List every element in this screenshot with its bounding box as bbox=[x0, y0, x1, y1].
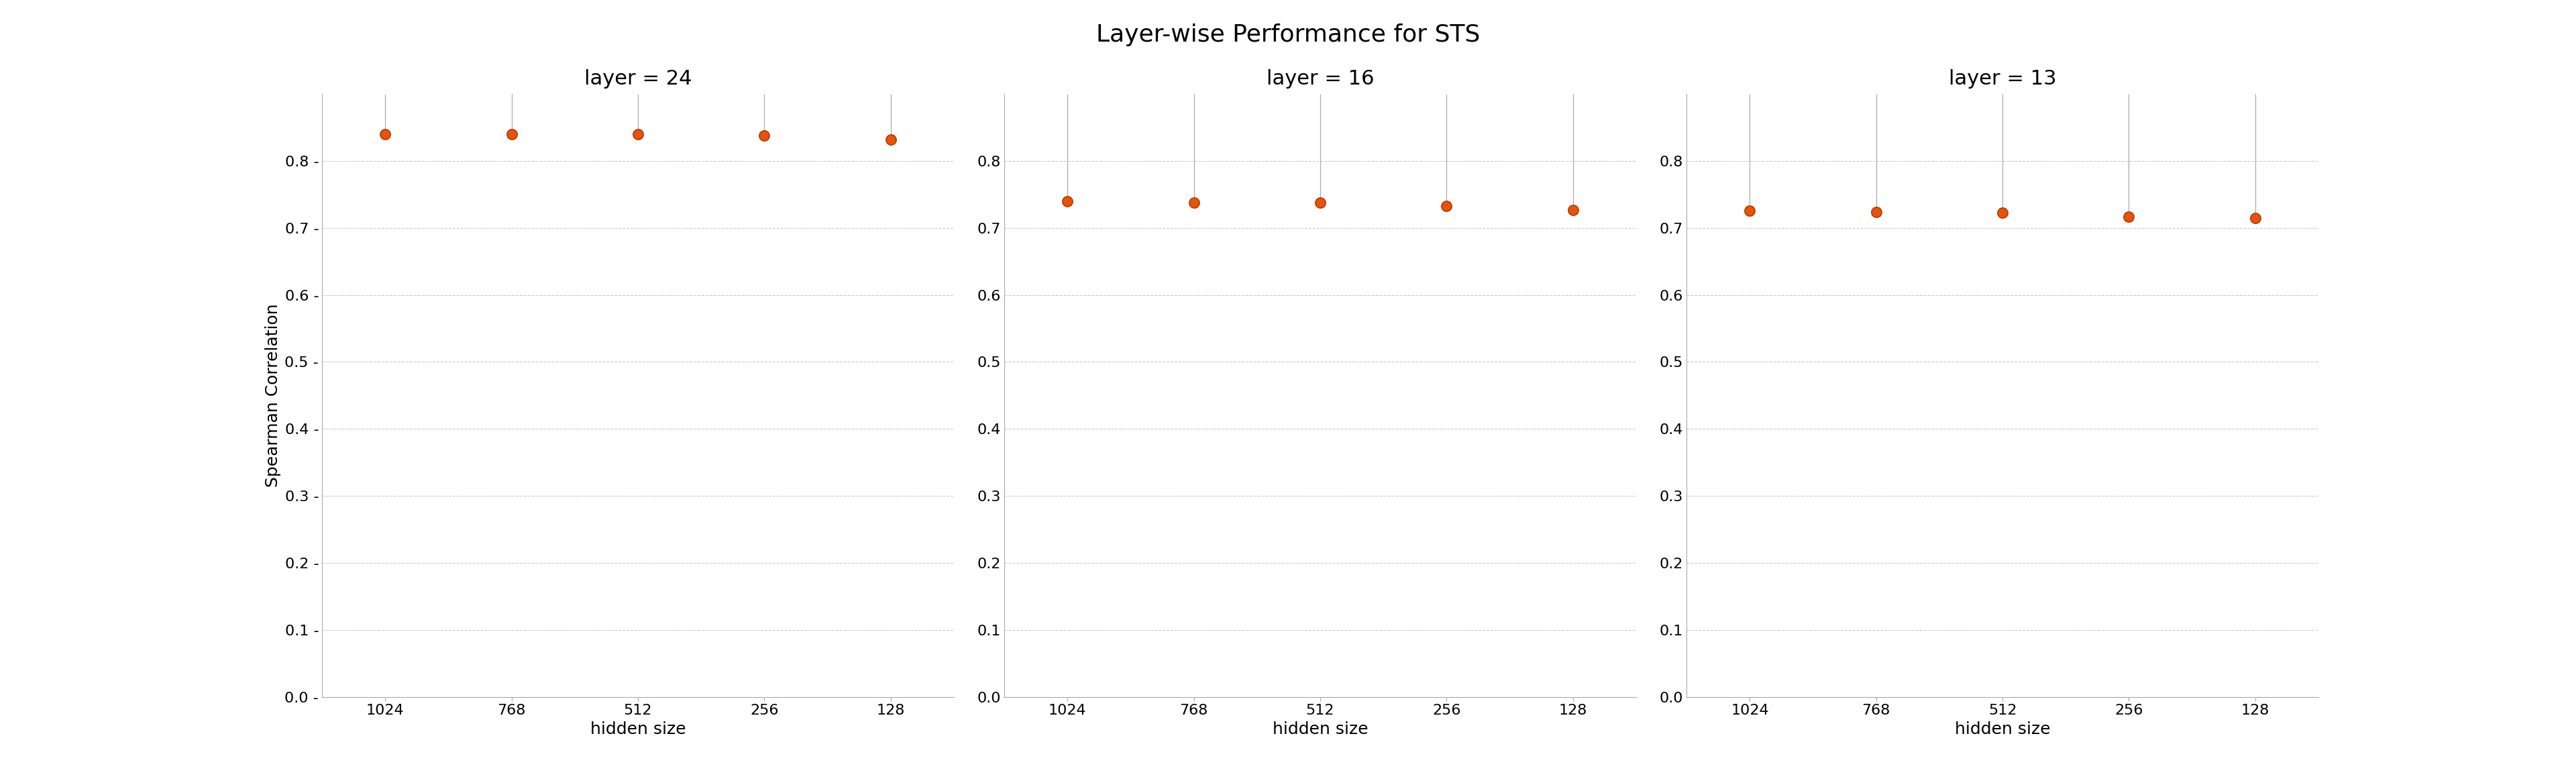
Point bbox=[2233, 211, 2275, 224]
Title: layer = 13: layer = 13 bbox=[1947, 69, 2056, 88]
Point bbox=[366, 128, 407, 140]
X-axis label: hidden size: hidden size bbox=[590, 721, 685, 737]
Point bbox=[1981, 206, 2022, 218]
Y-axis label: Spearman Correlation: Spearman Correlation bbox=[265, 304, 281, 487]
Point bbox=[618, 128, 659, 140]
Text: Layer-wise Performance for STS: Layer-wise Performance for STS bbox=[1095, 23, 1481, 46]
X-axis label: hidden size: hidden size bbox=[1273, 721, 1368, 737]
Point bbox=[492, 128, 533, 140]
Title: layer = 24: layer = 24 bbox=[585, 69, 693, 88]
Point bbox=[1553, 204, 1595, 216]
Title: layer = 16: layer = 16 bbox=[1267, 69, 1373, 88]
Point bbox=[1728, 204, 1770, 217]
Point bbox=[1172, 197, 1213, 209]
Point bbox=[871, 133, 912, 146]
Point bbox=[2107, 211, 2148, 223]
Point bbox=[1046, 195, 1087, 207]
Point bbox=[1855, 206, 1896, 218]
X-axis label: hidden size: hidden size bbox=[1955, 721, 2050, 737]
Point bbox=[1298, 197, 1340, 209]
Point bbox=[1427, 200, 1468, 212]
Point bbox=[744, 129, 786, 142]
